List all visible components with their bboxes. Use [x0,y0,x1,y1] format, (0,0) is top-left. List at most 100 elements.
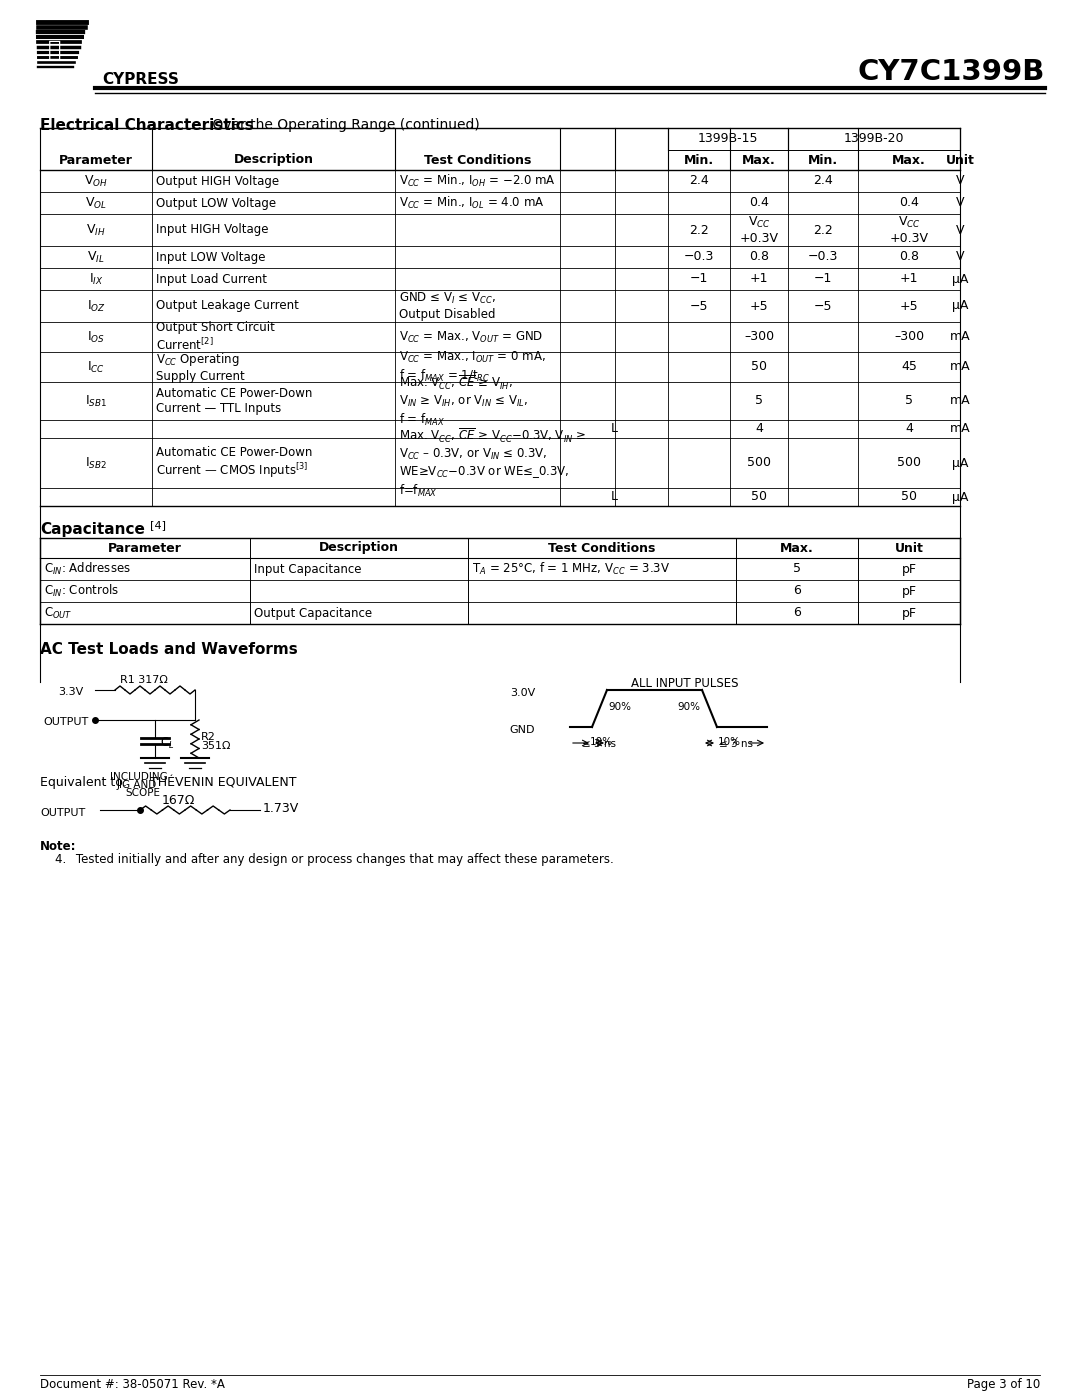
Text: Unit: Unit [894,542,923,555]
Text: THÉVENIN EQUIVALENT: THÉVENIN EQUIVALENT [150,775,297,789]
Text: GND ≤ V$_I$ ≤ V$_{CC}$,
Output Disabled: GND ≤ V$_I$ ≤ V$_{CC}$, Output Disabled [399,291,496,321]
Text: C$_{IN}$: Addresses: C$_{IN}$: Addresses [44,562,131,577]
Text: GND: GND [510,725,535,735]
Text: I$_{CC}$: I$_{CC}$ [87,359,105,374]
Text: Input HIGH Voltage: Input HIGH Voltage [156,224,269,236]
Text: Max.: Max. [892,154,926,166]
Text: [4]: [4] [150,520,166,529]
Text: 0.8: 0.8 [750,250,769,264]
Text: Max.: Max. [780,542,814,555]
Text: 5: 5 [793,563,801,576]
Text: V$_{CC}$ = Min., I$_{OL}$ = 4.0 mA: V$_{CC}$ = Min., I$_{OL}$ = 4.0 mA [399,196,544,211]
Text: I$_{IX}$: I$_{IX}$ [89,271,104,286]
Text: Over the Operating Range (continued): Over the Operating Range (continued) [208,117,480,131]
Text: V$_{CC}$ = Max., I$_{OUT}$ = 0 mA,
f = f$_{MAX}$ = 1/t$_{RC}$: V$_{CC}$ = Max., I$_{OUT}$ = 0 mA, f = f… [399,351,545,384]
Text: 🐦: 🐦 [48,41,62,60]
Text: I$_{OS}$: I$_{OS}$ [87,330,105,345]
Text: Output Leakage Current: Output Leakage Current [156,299,299,313]
Text: AC Test Loads and Waveforms: AC Test Loads and Waveforms [40,643,298,657]
Text: −0.3: −0.3 [684,250,714,264]
Text: L: L [610,422,618,436]
Text: Document #: 38-05071 Rev. *A: Document #: 38-05071 Rev. *A [40,1377,225,1391]
Text: mA: mA [949,331,970,344]
Text: Description: Description [233,154,313,166]
Text: Test Conditions: Test Conditions [423,154,531,166]
Text: V$_{OH}$: V$_{OH}$ [84,173,108,189]
Text: 5: 5 [905,394,913,408]
Text: 6: 6 [793,584,801,598]
Text: Min.: Min. [808,154,838,166]
Text: Parameter: Parameter [59,154,133,166]
Text: μA: μA [951,457,968,469]
Text: 50: 50 [901,490,917,503]
Text: V$_{IH}$: V$_{IH}$ [86,222,106,237]
Text: Max.: Max. [742,154,775,166]
Text: V: V [956,197,964,210]
Text: V$_{IL}$: V$_{IL}$ [87,250,105,264]
Text: Max. V$_{CC}$, $\overline{CE}$ ≥ V$_{CC}$−0.3V, V$_{IN}$ ≥
V$_{CC}$ – 0.3V, or V: Max. V$_{CC}$, $\overline{CE}$ ≥ V$_{CC}… [399,427,586,499]
Text: L: L [610,490,618,503]
Text: Automatic CE Power-Down
Current — TTL Inputs: Automatic CE Power-Down Current — TTL In… [156,387,312,415]
Text: 351Ω: 351Ω [201,740,230,752]
Text: −5: −5 [690,299,708,313]
Text: 2.2: 2.2 [813,224,833,236]
Text: C$_{OUT}$: C$_{OUT}$ [44,605,72,620]
Text: R2: R2 [201,732,216,742]
Text: Output Short Circuit
Current$^{[2]}$: Output Short Circuit Current$^{[2]}$ [156,321,275,352]
Text: INCLUDING: INCLUDING [110,773,167,782]
Text: OUTPUT: OUTPUT [40,807,85,819]
Text: μA: μA [951,490,968,503]
Text: pF: pF [902,563,917,576]
Text: 50: 50 [751,360,767,373]
Text: 90%: 90% [608,703,631,712]
Text: Max. V$_{CC}$, $\overline{CE}$ ≥ V$_{IH}$,
V$_{IN}$ ≥ V$_{IH}$, or V$_{IN}$ ≤ V$: Max. V$_{CC}$, $\overline{CE}$ ≥ V$_{IH}… [399,374,528,427]
Text: I$_{SB2}$: I$_{SB2}$ [85,455,107,471]
Text: Output HIGH Voltage: Output HIGH Voltage [156,175,279,187]
Text: 0.4: 0.4 [750,197,769,210]
Text: Input LOW Voltage: Input LOW Voltage [156,250,266,264]
Text: –300: –300 [744,331,774,344]
Text: 0.8: 0.8 [899,250,919,264]
Text: mA: mA [949,360,970,373]
Text: 2.2: 2.2 [689,224,708,236]
Text: −1: −1 [690,272,708,285]
Text: −0.3: −0.3 [808,250,838,264]
Text: OUTPUT: OUTPUT [43,717,89,726]
Text: −5: −5 [813,299,833,313]
Text: ALL INPUT PULSES: ALL INPUT PULSES [631,678,739,690]
Text: V$_{CC}$ = Min., I$_{OH}$ = −2.0 mA: V$_{CC}$ = Min., I$_{OH}$ = −2.0 mA [399,173,556,189]
Text: 1399B-20: 1399B-20 [843,133,904,145]
Text: 2.4: 2.4 [813,175,833,187]
Text: Unit: Unit [946,154,974,166]
Text: I$_{SB1}$: I$_{SB1}$ [85,394,107,408]
Text: −1: −1 [814,272,833,285]
Text: V$_{CC}$ Operating
Supply Current: V$_{CC}$ Operating Supply Current [156,351,245,383]
Text: Min.: Min. [684,154,714,166]
Text: Input Capacitance: Input Capacitance [254,563,362,576]
Text: 10%: 10% [718,738,741,747]
Text: mA: mA [949,422,970,436]
Text: ≤ 3 ns: ≤ 3 ns [581,739,616,749]
Text: Note:: Note: [40,840,77,854]
Text: pF: pF [902,606,917,619]
Text: 500: 500 [897,457,921,469]
Text: Page 3 of 10: Page 3 of 10 [967,1377,1040,1391]
Text: V$_{CC}$
+0.3V: V$_{CC}$ +0.3V [740,215,779,244]
Text: V$_{OL}$: V$_{OL}$ [85,196,107,211]
Text: 4.  Tested initially and after any design or process changes that may affect the: 4. Tested initially and after any design… [55,854,613,866]
Text: 1399B-15: 1399B-15 [698,133,758,145]
Text: 2.4: 2.4 [689,175,708,187]
Text: Automatic CE Power-Down
Current — CMOS Inputs$^{[3]}$: Automatic CE Power-Down Current — CMOS I… [156,446,312,481]
Text: 0.4: 0.4 [899,197,919,210]
Text: Description: Description [319,542,399,555]
Text: 4: 4 [755,422,762,436]
Text: 10%: 10% [590,738,613,747]
Text: V: V [956,224,964,236]
Text: 3.0V: 3.0V [510,687,535,698]
Text: 6: 6 [793,606,801,619]
Text: 500: 500 [747,457,771,469]
Text: Capacitance: Capacitance [40,522,145,536]
Text: 45: 45 [901,360,917,373]
Text: SCOPE: SCOPE [125,788,160,798]
Text: Electrical Characteristics: Electrical Characteristics [40,117,254,133]
